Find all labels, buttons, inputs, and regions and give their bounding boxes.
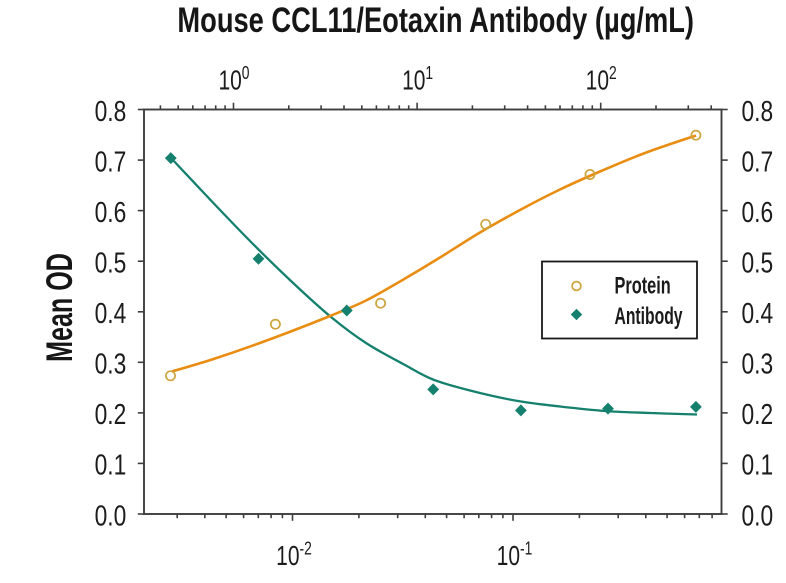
svg-text:Protein: Protein [615,272,671,299]
svg-text:Mean OD: Mean OD [38,253,80,362]
svg-text:0.2: 0.2 [95,400,127,431]
svg-text:0.7: 0.7 [742,147,774,178]
svg-text:0.1: 0.1 [742,450,774,481]
svg-text:0.5: 0.5 [95,248,127,279]
svg-text:0.4: 0.4 [95,299,127,330]
svg-text:0.0: 0.0 [95,501,127,532]
svg-text:0.7: 0.7 [95,147,127,178]
svg-text:0.1: 0.1 [95,450,127,481]
svg-text:0.3: 0.3 [742,349,774,380]
svg-text:Mouse CCL11/Eotaxin Antibody (: Mouse CCL11/Eotaxin Antibody (µg/mL) [177,1,694,40]
svg-text:0.6: 0.6 [742,198,774,229]
svg-text:0.5: 0.5 [742,248,774,279]
svg-text:0.6: 0.6 [95,198,127,229]
svg-text:Antibody: Antibody [615,304,684,330]
svg-text:0.8: 0.8 [95,97,127,128]
svg-text:0.0: 0.0 [742,501,774,532]
svg-text:0.8: 0.8 [742,97,774,128]
svg-text:0.3: 0.3 [95,349,127,380]
svg-text:0.4: 0.4 [742,299,774,330]
svg-text:0.2: 0.2 [742,400,774,431]
svg-text:10-2: 10-2 [276,539,312,572]
